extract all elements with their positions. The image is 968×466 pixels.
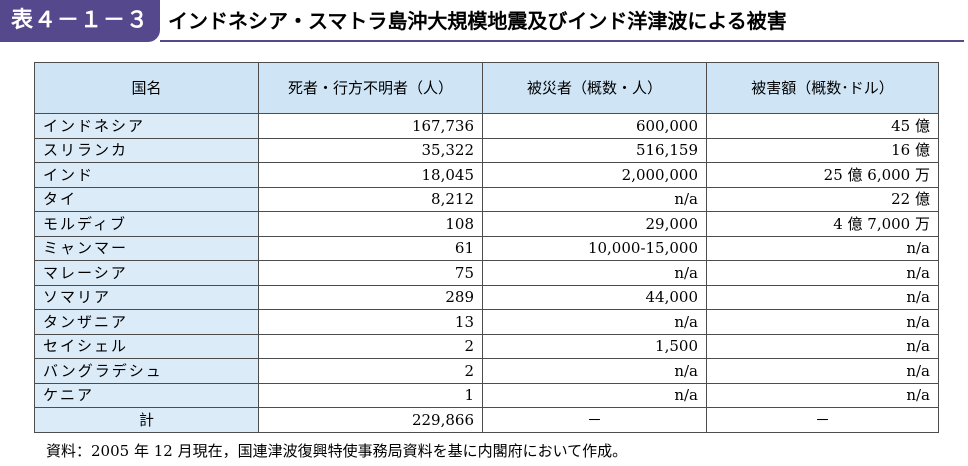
table-body: インドネシア 167,736 600,000 45 億スリランカ 35,322 516,1… — [34, 113, 939, 433]
cell-deaths: 61 — [258, 235, 483, 261]
cell-damage: 4 億 7,000 万 — [706, 211, 939, 237]
cell-country: タイ — [34, 186, 259, 212]
total-cell-deaths: 229,866 — [258, 407, 483, 433]
cell-deaths: 167,736 — [258, 113, 483, 139]
header-deaths: 死者・行方不明者（人） — [258, 62, 483, 114]
table-row: インド 18,045 2,000,000 25 億 6,000 万 — [34, 162, 939, 188]
header-victims: 被災者（概数・人） — [482, 62, 707, 114]
cell-deaths: 13 — [258, 309, 483, 335]
cell-country: ケニア — [34, 382, 259, 408]
cell-victims: 2,000,000 — [482, 162, 707, 188]
table-row: セイシェル 2 1,500 n/a — [34, 333, 939, 359]
cell-damage: n/a — [706, 382, 939, 408]
cell-country: モルディブ — [34, 211, 259, 237]
cell-damage: n/a — [706, 235, 939, 261]
table-row: タンザニア 13 n/a n/a — [34, 309, 939, 335]
total-row: 計 229,866 －－ — [34, 407, 939, 433]
cell-damage: n/a — [706, 333, 939, 359]
cell-deaths: 8,212 — [258, 186, 483, 212]
table-row: ケニア 1 n/a n/a — [34, 382, 939, 408]
table-row: マレーシア 75 n/a n/a — [34, 260, 939, 286]
cell-damage: n/a — [706, 260, 939, 286]
cell-victims: 44,000 — [482, 284, 707, 310]
cell-deaths: 1 — [258, 382, 483, 408]
cell-country: ミャンマー — [34, 235, 259, 261]
cell-deaths: 18,045 — [258, 162, 483, 188]
cell-victims: 516,159 — [482, 137, 707, 163]
cell-country: セイシェル — [34, 333, 259, 359]
cell-deaths: 2 — [258, 358, 483, 384]
cell-country: タンザニア — [34, 309, 259, 335]
table-row: スリランカ 35,322 516,159 16 億 — [34, 137, 939, 163]
cell-damage: 16 億 — [706, 137, 939, 163]
table-number-tag: 表４－１－３ — [0, 0, 160, 42]
cell-victims: n/a — [482, 309, 707, 335]
table-row: ソマリア 289 44,000 n/a — [34, 284, 939, 310]
source-note: 資料：2005 年 12 月現在，国連津波復興特使事務局資料を基に内閣府において… — [46, 442, 628, 460]
damage-table: 国名 死者・行方不明者（人） 被災者（概数・人） 被害額（概数･ドル） インドネ… — [34, 62, 939, 433]
cell-deaths: 2 — [258, 333, 483, 359]
header-row: 国名 死者・行方不明者（人） 被災者（概数・人） 被害額（概数･ドル） — [34, 62, 939, 114]
cell-deaths: 75 — [258, 260, 483, 286]
cell-victims: n/a — [482, 186, 707, 212]
cell-damage: n/a — [706, 358, 939, 384]
cell-victims: 600,000 — [482, 113, 707, 139]
header-damage: 被害額（概数･ドル） — [706, 62, 939, 114]
cell-country: スリランカ — [34, 137, 259, 163]
table-row: モルディブ 108 29,000 4 億 7,000 万 — [34, 211, 939, 237]
cell-damage: 22 億 — [706, 186, 939, 212]
table-title: インドネシア・スマトラ島沖大規模地震及びインド洋津波による被害 — [168, 9, 787, 33]
title-underline — [160, 40, 964, 42]
header-country: 国名 — [34, 62, 259, 114]
cell-victims: n/a — [482, 358, 707, 384]
cell-country: インドネシア — [34, 113, 259, 139]
total-cell-country: 計 — [34, 407, 259, 433]
cell-deaths: 289 — [258, 284, 483, 310]
cell-country: ソマリア — [34, 284, 259, 310]
cell-country: インド — [34, 162, 259, 188]
cell-country: マレーシア — [34, 260, 259, 286]
cell-damage: n/a — [706, 284, 939, 310]
cell-damage: 45 億 — [706, 113, 939, 139]
cell-damage: 25 億 6,000 万 — [706, 162, 939, 188]
table-row: ミャンマー 61 10,000-15,000 n/a — [34, 235, 939, 261]
cell-victims: 1,500 — [482, 333, 707, 359]
table-row: インドネシア 167,736 600,000 45 億 — [34, 113, 939, 139]
total-cell-victims: － — [482, 407, 707, 433]
title-bar: 表４－１－３ インドネシア・スマトラ島沖大規模地震及びインド洋津波による被害 — [0, 0, 968, 42]
cell-victims: n/a — [482, 260, 707, 286]
cell-deaths: 35,322 — [258, 137, 483, 163]
cell-deaths: 108 — [258, 211, 483, 237]
cell-country: バングラデシュ — [34, 358, 259, 384]
cell-victims: 10,000-15,000 — [482, 235, 707, 261]
table-row: バングラデシュ 2 n/a n/a — [34, 358, 939, 384]
cell-damage: n/a — [706, 309, 939, 335]
cell-victims: 29,000 — [482, 211, 707, 237]
cell-victims: n/a — [482, 382, 707, 408]
table-row: タイ 8,212 n/a 22 億 — [34, 186, 939, 212]
total-cell-damage: － — [706, 407, 939, 433]
